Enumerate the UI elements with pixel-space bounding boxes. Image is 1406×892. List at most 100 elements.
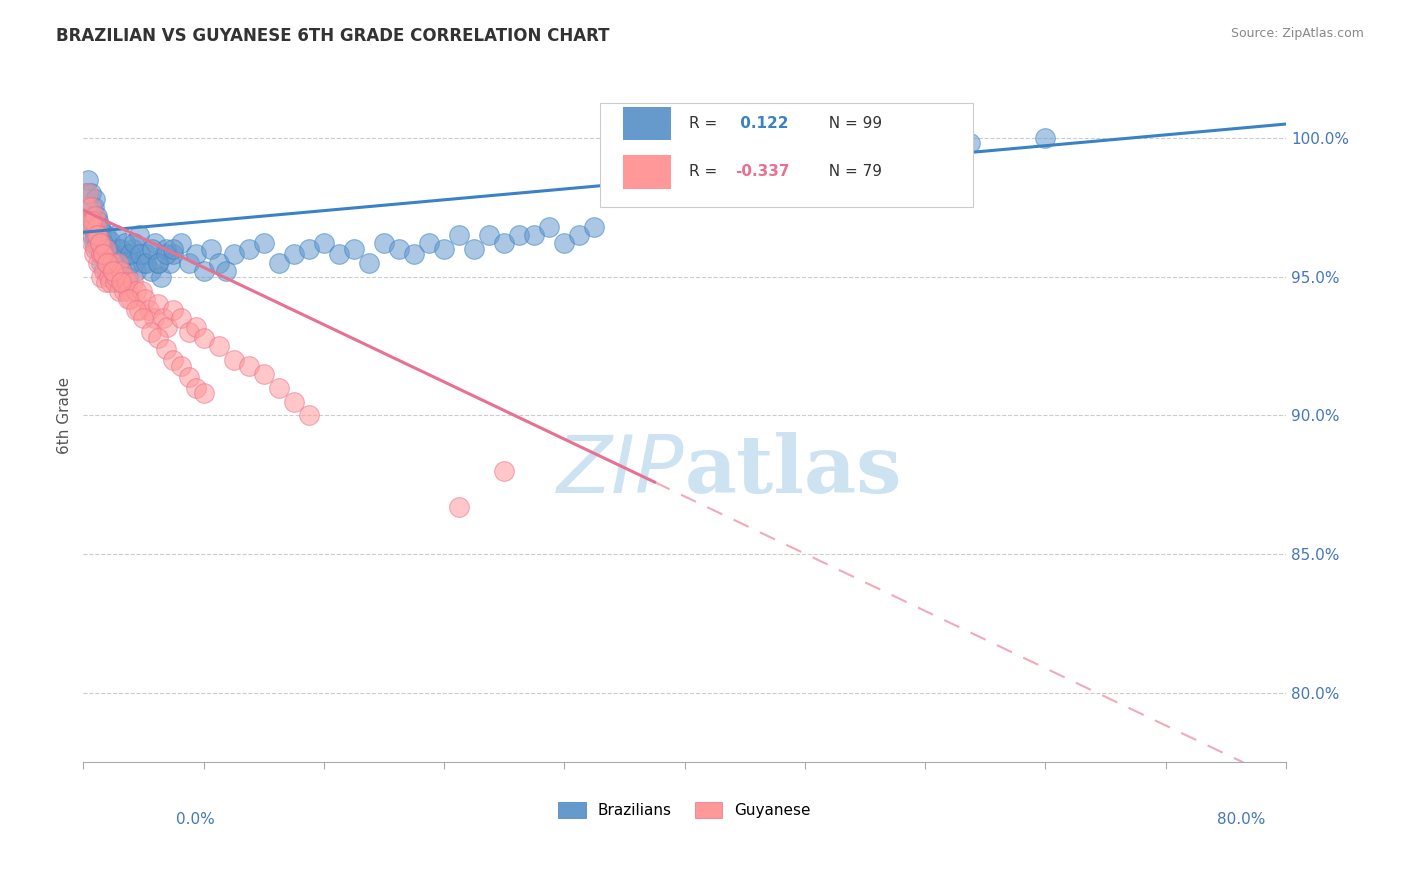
Point bbox=[91, 247, 114, 261]
Point bbox=[115, 275, 138, 289]
Point bbox=[105, 264, 128, 278]
Point bbox=[79, 200, 101, 214]
Point bbox=[553, 236, 575, 251]
Point bbox=[449, 500, 471, 514]
Point bbox=[184, 247, 207, 261]
Point bbox=[148, 297, 170, 311]
Point bbox=[312, 236, 335, 251]
Point bbox=[162, 353, 184, 368]
Point bbox=[91, 247, 114, 261]
Point bbox=[103, 264, 125, 278]
Point bbox=[131, 284, 153, 298]
Point bbox=[145, 236, 167, 251]
Point bbox=[156, 319, 179, 334]
Point bbox=[139, 325, 162, 339]
Point bbox=[86, 228, 108, 243]
Point bbox=[148, 256, 170, 270]
Point bbox=[118, 292, 141, 306]
Point bbox=[222, 247, 245, 261]
Point bbox=[111, 264, 134, 278]
Point bbox=[118, 247, 141, 261]
Point bbox=[117, 284, 139, 298]
Point bbox=[98, 256, 121, 270]
Point bbox=[508, 228, 530, 243]
Point bbox=[129, 247, 152, 261]
Point bbox=[104, 256, 127, 270]
Point bbox=[357, 256, 380, 270]
Point bbox=[107, 242, 129, 256]
Point bbox=[150, 269, 173, 284]
Point bbox=[93, 247, 115, 261]
Point bbox=[135, 247, 157, 261]
Point bbox=[184, 381, 207, 395]
Point bbox=[90, 247, 112, 261]
Point bbox=[75, 200, 97, 214]
Point bbox=[222, 353, 245, 368]
Point bbox=[207, 256, 229, 270]
Point bbox=[82, 228, 104, 243]
FancyBboxPatch shape bbox=[600, 103, 973, 207]
Point bbox=[155, 247, 177, 261]
Text: atlas: atlas bbox=[685, 432, 903, 510]
Point bbox=[494, 464, 516, 478]
Point bbox=[97, 250, 120, 264]
Point bbox=[177, 256, 200, 270]
Point bbox=[112, 275, 135, 289]
Point bbox=[96, 242, 118, 256]
Point bbox=[101, 256, 124, 270]
Point bbox=[114, 269, 136, 284]
Text: N = 79: N = 79 bbox=[820, 164, 883, 179]
Point bbox=[98, 234, 121, 248]
Point bbox=[91, 236, 114, 251]
Point bbox=[959, 136, 981, 151]
Point bbox=[343, 242, 366, 256]
Point bbox=[80, 200, 103, 214]
Point bbox=[84, 192, 107, 206]
Point bbox=[86, 236, 108, 251]
Point bbox=[80, 219, 103, 234]
Point bbox=[583, 219, 606, 234]
Text: N = 99: N = 99 bbox=[820, 116, 883, 131]
Point bbox=[89, 219, 111, 234]
Point bbox=[112, 284, 135, 298]
Point bbox=[94, 242, 117, 256]
Point bbox=[298, 409, 321, 423]
Point bbox=[76, 186, 98, 201]
Point bbox=[87, 228, 110, 243]
Point bbox=[253, 236, 276, 251]
Point bbox=[162, 303, 184, 318]
Point bbox=[110, 264, 132, 278]
Point bbox=[114, 236, 136, 251]
Point bbox=[84, 228, 107, 243]
FancyBboxPatch shape bbox=[623, 155, 672, 188]
Point bbox=[148, 331, 170, 345]
Point bbox=[141, 242, 163, 256]
Y-axis label: 6th Grade: 6th Grade bbox=[58, 377, 72, 454]
Point bbox=[87, 242, 110, 256]
Point bbox=[86, 209, 108, 223]
Point bbox=[184, 319, 207, 334]
Point bbox=[148, 256, 170, 270]
Point bbox=[83, 247, 105, 261]
Point bbox=[125, 264, 148, 278]
Point bbox=[122, 275, 145, 289]
Point bbox=[101, 247, 124, 261]
Point bbox=[193, 331, 215, 345]
Point bbox=[463, 242, 485, 256]
Point bbox=[433, 242, 456, 256]
Point bbox=[83, 200, 105, 214]
Point bbox=[124, 236, 146, 251]
Point bbox=[82, 214, 104, 228]
Point bbox=[125, 303, 148, 318]
Point bbox=[76, 172, 98, 186]
Point bbox=[105, 228, 128, 243]
Point bbox=[110, 256, 132, 270]
Point bbox=[103, 247, 125, 261]
Point bbox=[94, 275, 117, 289]
Text: 0.0%: 0.0% bbox=[176, 812, 215, 827]
Point bbox=[117, 292, 139, 306]
Point bbox=[215, 264, 238, 278]
Point bbox=[494, 236, 516, 251]
Point bbox=[134, 292, 156, 306]
Point bbox=[138, 303, 160, 318]
